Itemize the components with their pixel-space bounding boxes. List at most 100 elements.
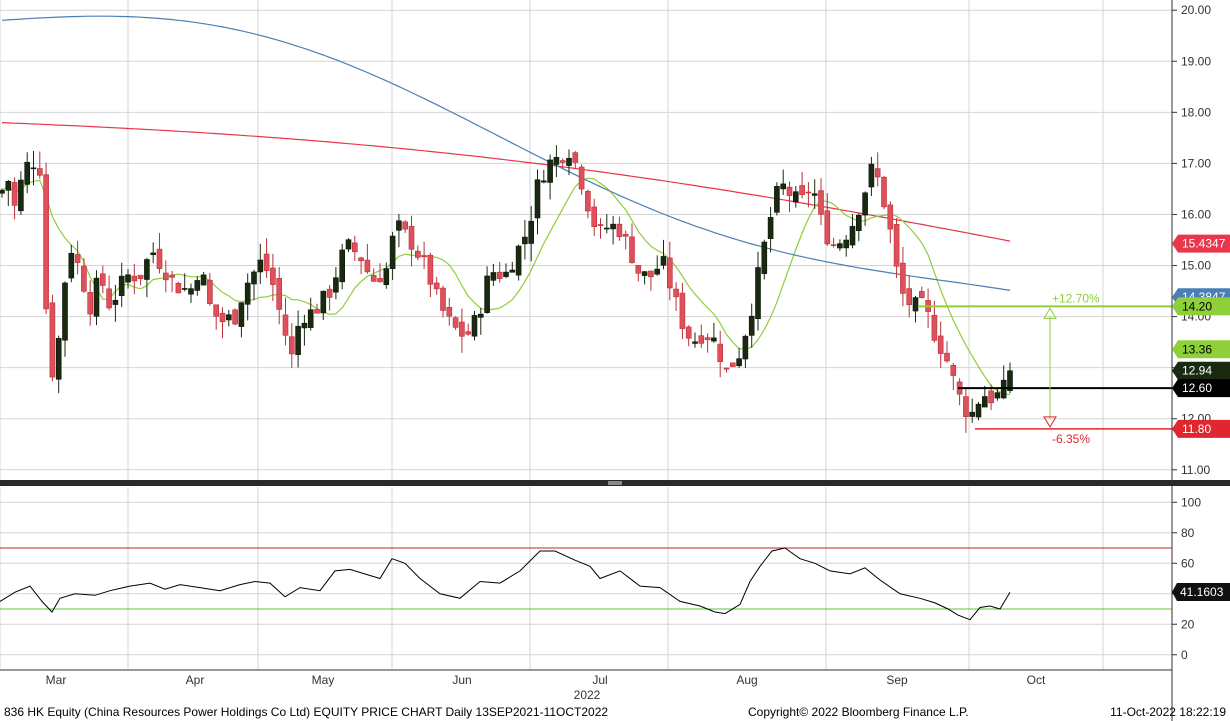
- candle-up: [843, 239, 850, 249]
- candle-up: [837, 243, 843, 249]
- candle-up: [509, 269, 516, 273]
- candle-down: [918, 291, 925, 298]
- candle-down: [81, 265, 87, 292]
- candle-down: [818, 190, 824, 215]
- candle-down: [698, 335, 705, 344]
- candle-down: [893, 224, 900, 267]
- candle-down: [169, 274, 175, 278]
- candle-down: [106, 288, 112, 309]
- candle-up: [181, 288, 188, 290]
- candle-down: [440, 287, 446, 311]
- candle-up: [711, 337, 717, 342]
- arrow-up-head: [1043, 307, 1057, 319]
- price-tag: 14.20: [1172, 297, 1230, 316]
- candle-up: [912, 297, 919, 312]
- candle-down: [74, 254, 81, 263]
- candle-up: [849, 226, 856, 246]
- rsi-tick-label: 20: [1181, 617, 1195, 631]
- candle-down: [622, 233, 629, 237]
- candle-up: [188, 288, 194, 295]
- candle-up: [295, 325, 301, 355]
- candle-up: [30, 167, 37, 170]
- candle-up: [62, 282, 68, 341]
- price-tick-label: 19.00: [1181, 54, 1211, 68]
- candle-down: [887, 204, 894, 230]
- candle-down: [786, 186, 793, 196]
- candle-down: [799, 185, 805, 195]
- candle-down: [679, 292, 686, 329]
- arrow-down-head: [1043, 416, 1057, 428]
- candle-up: [742, 335, 749, 360]
- candle-up: [118, 275, 125, 296]
- candle-down: [314, 309, 320, 314]
- candle-down: [263, 253, 270, 271]
- candle-down: [937, 335, 944, 354]
- candle-up: [748, 315, 755, 336]
- rsi-tick-label: 0: [1181, 648, 1188, 662]
- candle-up: [55, 338, 62, 380]
- candle-up: [654, 268, 661, 275]
- candle-down: [377, 278, 383, 283]
- rsi-value-tag: 41.1603: [1172, 582, 1230, 601]
- candle-up: [200, 274, 207, 286]
- rsi-line: [0, 547, 1011, 621]
- candle-up: [767, 217, 774, 240]
- price-tag-label: 13.36: [1182, 342, 1212, 356]
- candle-down: [830, 244, 837, 246]
- x-month-label: Oct: [1027, 673, 1046, 687]
- rsi-gridlines: [0, 487, 1172, 670]
- price-tick-label: 15.00: [1181, 259, 1211, 273]
- candle-up: [144, 259, 150, 280]
- candle-up: [553, 157, 560, 165]
- x-axis-labels: Mar Apr May Jun Jul Aug Sep Oct 2022: [46, 673, 1046, 702]
- price-tag-label: 11.80: [1182, 422, 1211, 436]
- candle-down: [282, 314, 289, 336]
- x-month-label: Jun: [452, 673, 471, 687]
- candle-up: [194, 280, 201, 291]
- price-tags: 15.434714.384714.2013.3612.9412.6011.804…: [1172, 234, 1230, 601]
- candle-down: [49, 302, 56, 378]
- candle-down: [950, 365, 957, 376]
- ma-mid-line: [1, 15, 1011, 291]
- candle-down: [881, 176, 887, 208]
- x-month-label: Sep: [886, 673, 908, 687]
- rsi-series: [0, 547, 1172, 621]
- candle-up: [93, 277, 100, 317]
- candle-down: [931, 314, 938, 341]
- candle-down: [213, 304, 219, 317]
- candle-down: [666, 257, 673, 289]
- candle-up: [792, 191, 799, 203]
- candle-up: [0, 190, 5, 194]
- candle-down: [900, 262, 906, 294]
- candle-down: [988, 390, 994, 404]
- candle-up: [692, 341, 698, 344]
- candle-up: [981, 396, 988, 408]
- price-tag: 11.80: [1172, 419, 1230, 438]
- candle-down: [408, 226, 415, 250]
- price-tag-label: 14.20: [1182, 299, 1212, 313]
- candle-down: [433, 282, 440, 290]
- candle-down: [597, 224, 604, 226]
- price-tick-label: 20.00: [1181, 3, 1211, 17]
- candle-up: [528, 220, 535, 244]
- candle-down: [364, 259, 371, 273]
- candle-up: [994, 392, 1001, 399]
- candlestick-series: [0, 145, 1013, 433]
- x-year-label: 2022: [574, 688, 601, 702]
- candle-up: [566, 157, 572, 166]
- candle-down: [585, 190, 591, 212]
- candle-up: [389, 235, 396, 269]
- candle-down: [629, 236, 635, 263]
- footer-title: 836 HK Equity (China Resources Power Hol…: [4, 705, 609, 719]
- candle-up: [345, 239, 352, 250]
- price-tag-label: 12.94: [1182, 364, 1212, 378]
- rsi-tick-label: 80: [1181, 526, 1195, 540]
- candle-up: [301, 322, 308, 329]
- rsi-tag-bg: [1172, 582, 1230, 601]
- candle-up: [339, 249, 346, 283]
- candle-down: [906, 288, 913, 306]
- candle-down: [137, 274, 144, 280]
- candle-up: [383, 268, 390, 285]
- candle-up: [125, 274, 131, 283]
- candle-down: [219, 312, 226, 323]
